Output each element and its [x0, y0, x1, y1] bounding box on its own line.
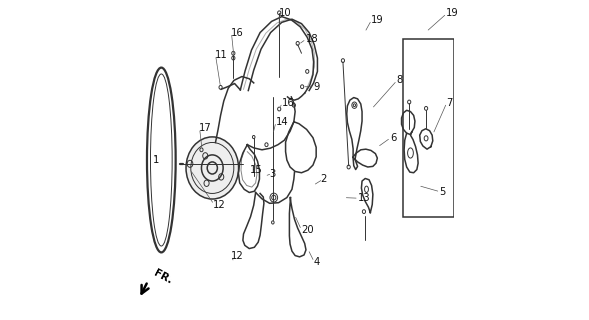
Text: 2: 2	[320, 174, 326, 184]
Text: 11: 11	[215, 50, 227, 60]
Ellipse shape	[186, 137, 239, 199]
Text: 13: 13	[358, 193, 371, 203]
Text: 19: 19	[446, 8, 459, 19]
Text: 19: 19	[371, 15, 383, 25]
Text: 16: 16	[231, 28, 243, 37]
Text: 15: 15	[250, 164, 263, 174]
Text: 8: 8	[396, 75, 403, 85]
Text: 12: 12	[231, 251, 243, 260]
Text: 3: 3	[269, 169, 275, 179]
Text: 10: 10	[279, 8, 291, 19]
Text: 14: 14	[276, 117, 288, 127]
Text: 4: 4	[313, 257, 320, 267]
Text: 17: 17	[199, 123, 211, 133]
Text: 5: 5	[439, 187, 446, 197]
Text: 18: 18	[306, 34, 318, 44]
Text: 1: 1	[153, 155, 159, 165]
Text: 16: 16	[282, 98, 294, 108]
Text: 9: 9	[313, 82, 320, 92]
Bar	[403, 39, 454, 217]
Text: 12: 12	[213, 200, 226, 210]
Text: 20: 20	[301, 225, 313, 235]
Text: 7: 7	[446, 98, 452, 108]
Text: FR.: FR.	[152, 268, 174, 286]
Text: 6: 6	[390, 133, 396, 143]
